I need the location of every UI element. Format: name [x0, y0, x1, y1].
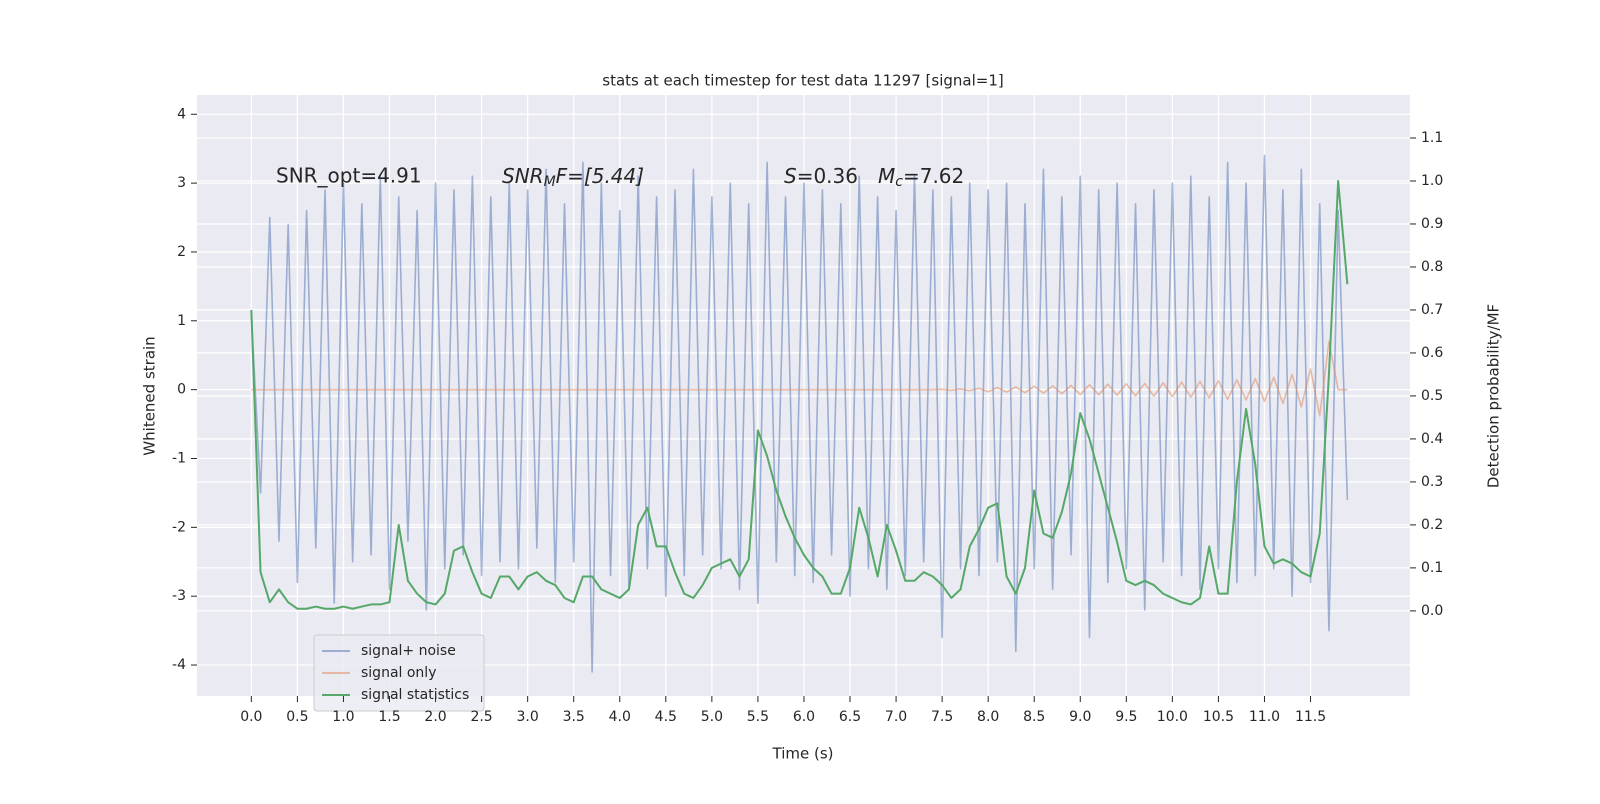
x-tick-label: 11.0: [1249, 709, 1280, 725]
y-tick-label: 1: [177, 313, 186, 329]
x-tick-label: 9.5: [1115, 709, 1137, 725]
y-tick-label: -1: [172, 450, 186, 466]
y-tick-label: -2: [172, 519, 186, 535]
y-tick-label: 0: [177, 382, 186, 398]
x-tick-label: 1.5: [378, 709, 400, 725]
y2-tick-label: 0.1: [1421, 560, 1443, 576]
y2-tick-label: 1.0: [1421, 173, 1443, 189]
x-tick-label: 0.0: [240, 709, 262, 725]
y2-tick-label: 0.3: [1421, 474, 1443, 490]
y-tick-label: 2: [177, 244, 186, 260]
legend-label: signal only: [361, 665, 436, 681]
legend-label: signal statistics: [361, 687, 469, 703]
y-tick-label: 4: [177, 106, 186, 122]
y2-tick-label: 0.4: [1421, 431, 1443, 447]
x-tick-label: 10.0: [1157, 709, 1188, 725]
x-tick-label: 6.5: [839, 709, 861, 725]
annotation-part: =7.62: [903, 164, 964, 188]
annotation: Mc=7.62: [878, 164, 964, 191]
y2-tick-label: 0.0: [1421, 603, 1443, 619]
annotation-part: M: [544, 174, 556, 190]
annotation-part: =0.36: [797, 164, 858, 188]
x-tick-label: 7.5: [931, 709, 953, 725]
y2-tick-label: 0.2: [1421, 517, 1443, 533]
annotation: SNRMF=[5.44]: [502, 164, 644, 191]
x-tick-label: 4.0: [609, 709, 631, 725]
legend-box: [313, 634, 485, 712]
x-tick-label: 4.5: [655, 709, 677, 725]
x-tick-label: 8.0: [977, 709, 999, 725]
y2-tick-label: 0.6: [1421, 345, 1443, 361]
y-tick-label: 3: [177, 175, 186, 191]
marks: [250, 154, 1349, 673]
x-axis-label: Time (s): [772, 745, 834, 763]
series-line: [251, 340, 1348, 417]
x-tick-label: 11.5: [1295, 709, 1326, 725]
x-tick-label: 5.0: [701, 709, 723, 725]
x-tick-label: 3.0: [517, 709, 539, 725]
annotation-part: S: [784, 164, 797, 188]
x-tick-label: 10.5: [1203, 709, 1234, 725]
y2-axis-label: Detection probability/MF: [1485, 304, 1503, 488]
annotation-part: F=[5.44]: [556, 164, 644, 188]
annotation-part: c: [895, 174, 903, 190]
series-line: [250, 179, 1349, 610]
y-tick-label: -3: [172, 588, 186, 604]
x-tick-label: 7.0: [885, 709, 907, 725]
series-line: [250, 154, 1349, 673]
annotation: SNR_opt=4.91: [276, 164, 422, 188]
x-tick-label: 2.0: [424, 709, 446, 725]
annotation-part: M: [878, 164, 895, 188]
legend-label: signal+ noise: [361, 643, 456, 659]
chart-title: stats at each timestep for test data 112…: [602, 72, 1003, 90]
y-tick-label: -4: [172, 657, 186, 673]
x-tick-label: 6.0: [793, 709, 815, 725]
y2-tick-label: 1.1: [1421, 130, 1443, 146]
x-tick-label: 3.5: [563, 709, 585, 725]
x-tick-label: 1.0: [332, 709, 354, 725]
x-tick-label: 0.5: [286, 709, 308, 725]
x-tick-label: 9.0: [1069, 709, 1091, 725]
annotation-part: SNR: [502, 164, 544, 188]
y2-tick-label: 0.9: [1421, 216, 1443, 232]
x-tick-label: 8.5: [1023, 709, 1045, 725]
x-tick-label: 2.5: [470, 709, 492, 725]
y2-tick-label: 0.7: [1421, 302, 1443, 318]
y2-tick-label: 0.8: [1421, 259, 1443, 275]
annotation: S=0.36: [784, 164, 858, 188]
y2-tick-label: 0.5: [1421, 388, 1443, 404]
x-tick-label: 5.5: [747, 709, 769, 725]
y-axis-label: Whitened strain: [141, 336, 159, 455]
legend: signal+ noise signal only signal statistic…: [313, 634, 485, 712]
